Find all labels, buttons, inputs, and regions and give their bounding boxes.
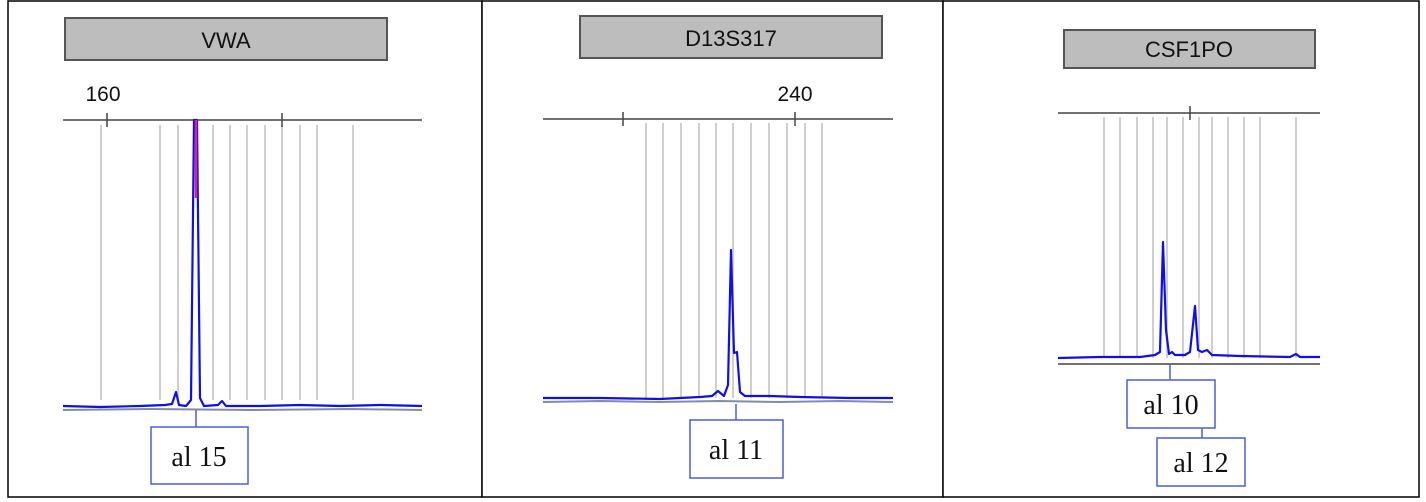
locus-label-box	[64, 17, 388, 61]
size-bins	[100, 125, 354, 400]
allele-call-label: al 10	[1143, 390, 1198, 421]
allele-call-label: al 12	[1173, 448, 1228, 479]
locus-label: D13S317	[685, 26, 777, 51]
allele-call-box	[689, 419, 784, 479]
allele-call-box	[1126, 379, 1216, 429]
signal-baseline	[542, 399, 894, 404]
locus-label: VWA	[201, 28, 251, 53]
tick-label: 240	[777, 83, 812, 106]
panel-frame	[7, 0, 483, 498]
signal-trace	[543, 248, 893, 401]
panel-d13s317: D13S317 240 al 11	[481, 0, 944, 498]
panel-frame	[481, 0, 944, 498]
locus-label-box	[579, 15, 883, 59]
panel-csf1po: CSF1PO al 10 al 12	[942, 0, 1420, 498]
locus-label: CSF1PO	[1145, 37, 1233, 62]
allele-call-label: al 11	[709, 435, 763, 466]
size-bins	[1103, 117, 1297, 358]
size-bins	[645, 123, 823, 398]
signal-trace	[1057, 240, 1320, 360]
locus-label-box	[1063, 29, 1316, 69]
panel-vwa: VWA 160 al 15	[7, 0, 483, 498]
allele-call-box	[150, 426, 249, 485]
tick-label: 160	[85, 83, 120, 106]
allele-call-label: al 15	[171, 442, 226, 473]
allele-call-box	[1156, 437, 1246, 487]
signal-baseline	[62, 407, 423, 412]
